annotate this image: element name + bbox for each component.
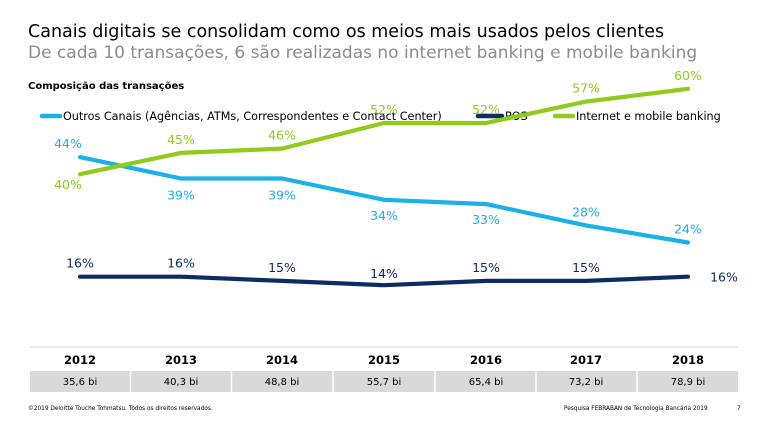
data-label: 16% xyxy=(710,270,738,285)
section-label: Composição das transações xyxy=(28,81,185,92)
footer-copyright: ©2019 Deloitte Touche Tohmatsu. Todos os… xyxy=(28,406,213,412)
data-label: 16% xyxy=(167,256,195,271)
data-label: 40% xyxy=(54,177,82,192)
data-label: 34% xyxy=(370,208,398,223)
x-tick-label: 2017 xyxy=(570,353,602,367)
page-title: Canais digitais se consolidam como os me… xyxy=(28,22,665,42)
data-label: 39% xyxy=(167,187,195,202)
series-line-1 xyxy=(77,274,691,288)
data-label: 46% xyxy=(268,128,296,143)
legend-label-2: Internet e mobile banking xyxy=(576,110,721,123)
x-tick-label: 2012 xyxy=(64,353,96,367)
data-label: 24% xyxy=(674,222,702,237)
data-label: 39% xyxy=(268,187,296,202)
volume-value: 48,8 bi xyxy=(265,377,300,388)
volume-value: 78,9 bi xyxy=(671,377,706,388)
data-label: 52% xyxy=(370,102,398,117)
x-tick-label: 2014 xyxy=(266,353,298,367)
data-label: 15% xyxy=(268,260,296,275)
data-label: 14% xyxy=(370,266,398,281)
data-label: 28% xyxy=(572,204,600,219)
volume-value: 73,2 bi xyxy=(569,377,604,388)
volume-value: 40,3 bi xyxy=(164,377,199,388)
data-label: 15% xyxy=(572,260,600,275)
volume-row-bg xyxy=(30,371,738,392)
volume-value: 55,7 bi xyxy=(367,377,402,388)
series-line-0 xyxy=(77,155,691,245)
volume-value: 65,4 bi xyxy=(469,377,504,388)
data-label: 16% xyxy=(66,256,94,271)
data-label: 52% xyxy=(472,102,500,117)
data-label: 44% xyxy=(54,136,82,151)
page-subtitle: De cada 10 transações, 6 são realizadas … xyxy=(28,43,698,63)
data-label: 15% xyxy=(472,260,500,275)
x-tick-label: 2016 xyxy=(470,353,502,367)
data-label: 60% xyxy=(674,68,702,83)
x-tick-label: 2018 xyxy=(672,353,704,367)
series-line-2 xyxy=(77,86,691,177)
data-label: 57% xyxy=(572,81,600,96)
page-number: 7 xyxy=(737,406,741,412)
volume-value: 35,6 bi xyxy=(63,377,98,388)
data-label: 45% xyxy=(167,132,195,147)
footer-source: Pesquisa FEBRABAN de Tecnologia Bancária… xyxy=(564,406,708,412)
x-tick-label: 2015 xyxy=(368,353,400,367)
legend-label-0: Outros Canais (Agências, ATMs, Correspon… xyxy=(63,110,442,123)
x-tick-label: 2013 xyxy=(165,353,197,367)
data-label: 33% xyxy=(472,212,500,227)
